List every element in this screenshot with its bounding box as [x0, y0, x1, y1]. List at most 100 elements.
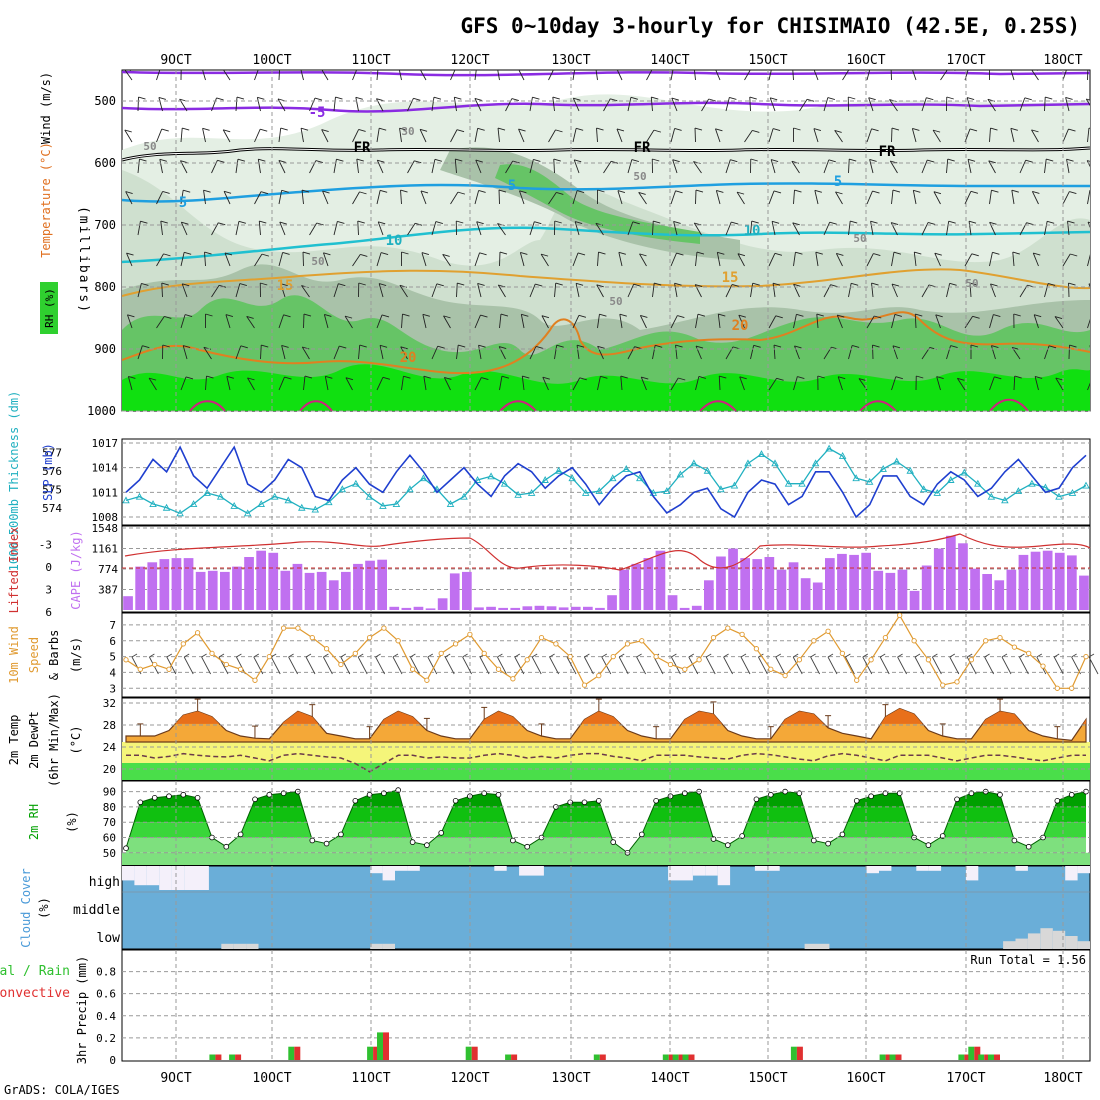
thickness-marker: [473, 476, 482, 483]
upper-barb-flag: [554, 220, 562, 224]
cloud-grid: [122, 866, 1090, 949]
upper-barb-staff: [529, 97, 533, 112]
upper-barb-staff: [499, 376, 503, 391]
upper-barb-staff: [182, 345, 188, 360]
upper-barb-staff: [474, 377, 482, 391]
upper-barb-flag: [380, 189, 388, 193]
upper-barb-flag: [771, 159, 779, 162]
upper-barb-flag: [1046, 158, 1054, 162]
upper-pressure-label: (millibars): [76, 206, 91, 314]
upper-barb-flag: [498, 189, 507, 193]
bottom-time-axis: 9OCT 10OCT 11OCT 12OCT 13OCT 14OCT 15OCT 16OCT 1…: [160, 1071, 1082, 1086]
upper-barb-staff: [670, 70, 674, 81]
upper-barb-flag: [869, 158, 877, 162]
upper-barb-staff: [278, 70, 280, 81]
wind10-barb-staff: [705, 656, 716, 675]
cloud-panel-bg: [121, 865, 1091, 950]
upper-barb-flag: [336, 158, 344, 162]
cape-bar: [558, 607, 569, 610]
upper-barb-staff: [572, 128, 577, 143]
upper-barb-flag: [641, 376, 649, 380]
wind10-barbs: [131, 653, 1099, 675]
upper-barb-flag: [914, 251, 922, 255]
wind10-barb-staff: [462, 656, 472, 675]
upper-barb-staff: [356, 159, 359, 174]
upper-barb-flag: [599, 313, 607, 317]
upper-barb-flag: [813, 128, 822, 132]
upper-barb-flag: [912, 128, 920, 131]
upper-barb-staff: [376, 190, 381, 205]
precip-total-bar: [209, 1054, 216, 1060]
upper-barb-staff: [280, 283, 286, 298]
upper-barb-flag: [216, 97, 224, 101]
upper-barb-flag: [675, 344, 683, 348]
upper-barb-staff: [378, 283, 384, 298]
upper-barb-flag: [479, 252, 487, 256]
upper-barb-staff: [595, 223, 604, 236]
upper-barb-staff: [836, 314, 843, 329]
cloud-low-bar: [1065, 936, 1078, 949]
cloud-high-bars: [122, 866, 1090, 890]
upper-barb-flag: [522, 375, 530, 379]
wind10-barb-staff: [427, 656, 438, 675]
upper-barb-staff: [595, 70, 598, 81]
upper-barb-staff: [1067, 221, 1070, 236]
upper-barb-flag: [932, 129, 941, 133]
upper-barb-flag: [772, 282, 781, 286]
upper-barb-staff: [520, 314, 525, 329]
precip-total-bar: [958, 1054, 965, 1060]
cape-bar: [946, 535, 956, 610]
upper-barb-staff: [725, 159, 731, 174]
upper-barb-staff: [813, 128, 819, 143]
upper-barb-staff: [912, 70, 917, 81]
upper-barb-staff: [793, 252, 796, 267]
upper-barb-flag: [338, 283, 346, 287]
upper-barb-staff: [137, 159, 140, 174]
upper-barb-staff: [1010, 128, 1015, 143]
upper-barb-staff: [646, 129, 655, 143]
thickness-marker: [825, 444, 833, 452]
upper-barb-flag: [633, 283, 641, 287]
upper-barb-staff: [303, 376, 306, 391]
cloud-low-bar: [221, 943, 234, 949]
rh-marker: [123, 845, 129, 851]
wind10-marker: [266, 653, 272, 660]
pressure-ticks: 500 600 700 800 900 1000: [87, 94, 116, 418]
upper-barb-flag: [1047, 220, 1055, 224]
upper-barb-flag: [698, 375, 707, 379]
upper-barb-flag: [672, 159, 680, 163]
upper-barb-flag: [1089, 189, 1090, 191]
cloud-high-bar: [916, 866, 929, 871]
upper-barb-staff: [443, 377, 451, 391]
rh-marker: [252, 796, 258, 803]
cape-bar: [147, 562, 158, 610]
upper-barb-flag: [616, 67, 623, 69]
upper-barb-flag: [1069, 344, 1077, 348]
thickness-marker: [609, 474, 617, 482]
temp-tick-label: 20: [103, 763, 116, 776]
upper-barb-flag: [653, 129, 662, 133]
thickness-marker: [257, 500, 265, 507]
rh-marker: [524, 843, 530, 850]
thickness-marker: [987, 492, 996, 500]
upper-barb-staff: [431, 346, 439, 360]
upper-barb-staff: [529, 283, 536, 298]
upper-barb-staff: [603, 161, 612, 174]
cape-bar: [691, 605, 702, 610]
upper-barb-flag: [871, 128, 879, 132]
upper-barb-flag: [124, 129, 132, 133]
upper-barb-staff: [870, 221, 874, 236]
time-label-bottom: 15OCT: [748, 1071, 787, 1086]
cape-bar: [220, 571, 230, 610]
upper-barb-flag: [892, 345, 901, 349]
upper-barb-staff: [990, 345, 996, 360]
cape-panel: 387 774 1161 1548 -3 0 3 6 Lifted Index CAPE (J…: [7, 522, 1091, 619]
cloud-low-bar: [1003, 941, 1016, 949]
thickness-marker: [974, 479, 982, 487]
thickness-marker: [663, 487, 671, 495]
contour-label: 50: [609, 295, 622, 308]
upper-barb-flag: [481, 377, 489, 380]
thickness-label: 1000-500mb Thickness (dm): [7, 391, 21, 572]
upper-barb-flag: [933, 191, 942, 195]
